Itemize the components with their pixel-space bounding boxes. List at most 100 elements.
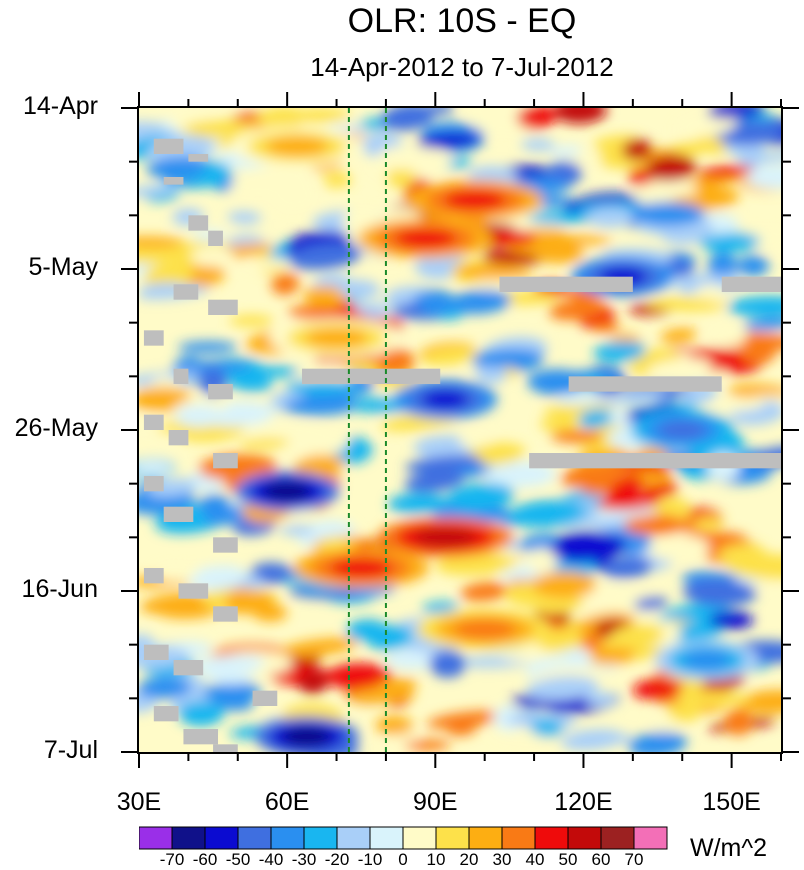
field-patch — [139, 387, 192, 412]
field-patch — [202, 682, 262, 703]
negative-anomaly-10 — [421, 389, 470, 410]
negative-anomaly-7 — [263, 481, 312, 502]
field-patch — [675, 112, 738, 138]
field-patch — [707, 252, 738, 279]
field-patch — [229, 375, 274, 392]
field-patch — [274, 183, 315, 210]
colorbar-swatch — [402, 826, 437, 850]
field-patch — [428, 650, 466, 678]
field-patch — [490, 230, 537, 246]
missing-data-patch — [143, 330, 164, 346]
colorbar-swatch — [204, 826, 239, 850]
field-patch — [526, 676, 599, 701]
chart-title: OLR: 10S - EQ — [347, 2, 577, 40]
positive-anomaly-3 — [305, 328, 368, 348]
missing-data-patch — [183, 729, 219, 745]
field-patch — [646, 358, 713, 379]
negative-anomaly-12 — [682, 650, 731, 670]
missing-data-patch — [208, 299, 238, 315]
field-patch — [475, 363, 507, 384]
colorbar-label: 30 — [492, 850, 512, 869]
field-patch — [453, 264, 533, 280]
field-patch — [622, 139, 653, 161]
missing-data-patch — [301, 368, 441, 384]
y-tick-label: 26-May — [14, 414, 98, 442]
missing-data-patch — [208, 230, 223, 246]
x-tick-label: 30E — [116, 788, 162, 816]
field-patch — [375, 715, 414, 735]
colorbar-swatch — [468, 826, 503, 850]
field-patch — [229, 314, 274, 327]
field-patch — [589, 646, 637, 666]
positive-anomaly-0 — [265, 136, 329, 157]
field-patch — [742, 317, 781, 331]
field-patch — [633, 596, 668, 611]
olr-contour-field — [139, 108, 781, 752]
missing-data-patch — [568, 376, 722, 392]
field-patch — [447, 720, 477, 736]
field-patch — [623, 514, 687, 536]
field-patch — [578, 409, 613, 429]
field-patch — [174, 404, 224, 428]
colorbar-label: -40 — [258, 850, 284, 869]
missing-data-patch — [188, 154, 209, 162]
field-patch — [584, 588, 657, 600]
field-patch — [537, 630, 584, 652]
colorbar-label: -60 — [192, 850, 218, 869]
field-patch — [727, 296, 781, 317]
field-patch — [323, 172, 352, 188]
field-patch — [421, 347, 479, 366]
field-patch — [553, 108, 607, 124]
missing-data-patch — [213, 453, 238, 469]
colorbar-label: -70 — [159, 850, 185, 869]
field-patch — [422, 601, 459, 614]
field-patch — [404, 470, 466, 493]
colorbar-label: 50 — [558, 850, 578, 869]
field-patch — [581, 477, 613, 495]
missing-data-patch — [168, 430, 189, 446]
missing-data-patch — [213, 537, 238, 553]
field-patch — [342, 397, 411, 413]
missing-data-patch — [143, 568, 164, 584]
field-patch — [645, 154, 696, 182]
y-tick-label: 16-Jun — [21, 575, 98, 603]
field-patch — [426, 710, 503, 729]
field-patch — [521, 138, 556, 151]
field-patch — [139, 184, 181, 197]
colorbar-swatch — [237, 826, 272, 850]
colorbar-label: -20 — [324, 850, 350, 869]
negative-anomaly-8 — [282, 726, 331, 747]
positive-anomaly-4 — [413, 527, 477, 548]
field-patch — [413, 435, 473, 458]
field-patch — [460, 581, 509, 602]
field-patch — [609, 623, 665, 649]
field-patch — [590, 507, 657, 520]
x-tick-label: 90E — [413, 788, 458, 816]
field-patch — [285, 108, 351, 123]
field-patch — [540, 415, 582, 432]
field-patch — [240, 258, 292, 270]
field-patch — [298, 671, 329, 695]
x-tick-label: 120E — [554, 788, 613, 816]
field-patch — [707, 108, 766, 119]
colorbar-swatch — [501, 826, 536, 850]
chart-subtitle: 14-Apr-2012 to 7-Jul-2012 — [310, 52, 614, 82]
positive-anomaly-2 — [394, 228, 457, 249]
field-patch — [700, 232, 761, 253]
colorbar-swatch — [567, 826, 602, 850]
field-patch — [508, 499, 587, 528]
field-patch — [724, 708, 753, 736]
field-patch — [404, 739, 451, 751]
field-patch — [675, 691, 751, 707]
units-label: W/m^2 — [690, 834, 768, 862]
missing-data-patch — [173, 368, 189, 384]
field-patch — [190, 246, 235, 267]
field-patch — [139, 236, 186, 249]
positive-anomaly-1 — [443, 190, 507, 210]
field-patch — [632, 678, 683, 700]
colorbar-label: 20 — [459, 850, 479, 869]
colorbar-swatch — [633, 826, 668, 850]
field-patch — [258, 111, 293, 128]
field-patch — [416, 132, 481, 149]
colorbar-label: 60 — [591, 850, 611, 869]
